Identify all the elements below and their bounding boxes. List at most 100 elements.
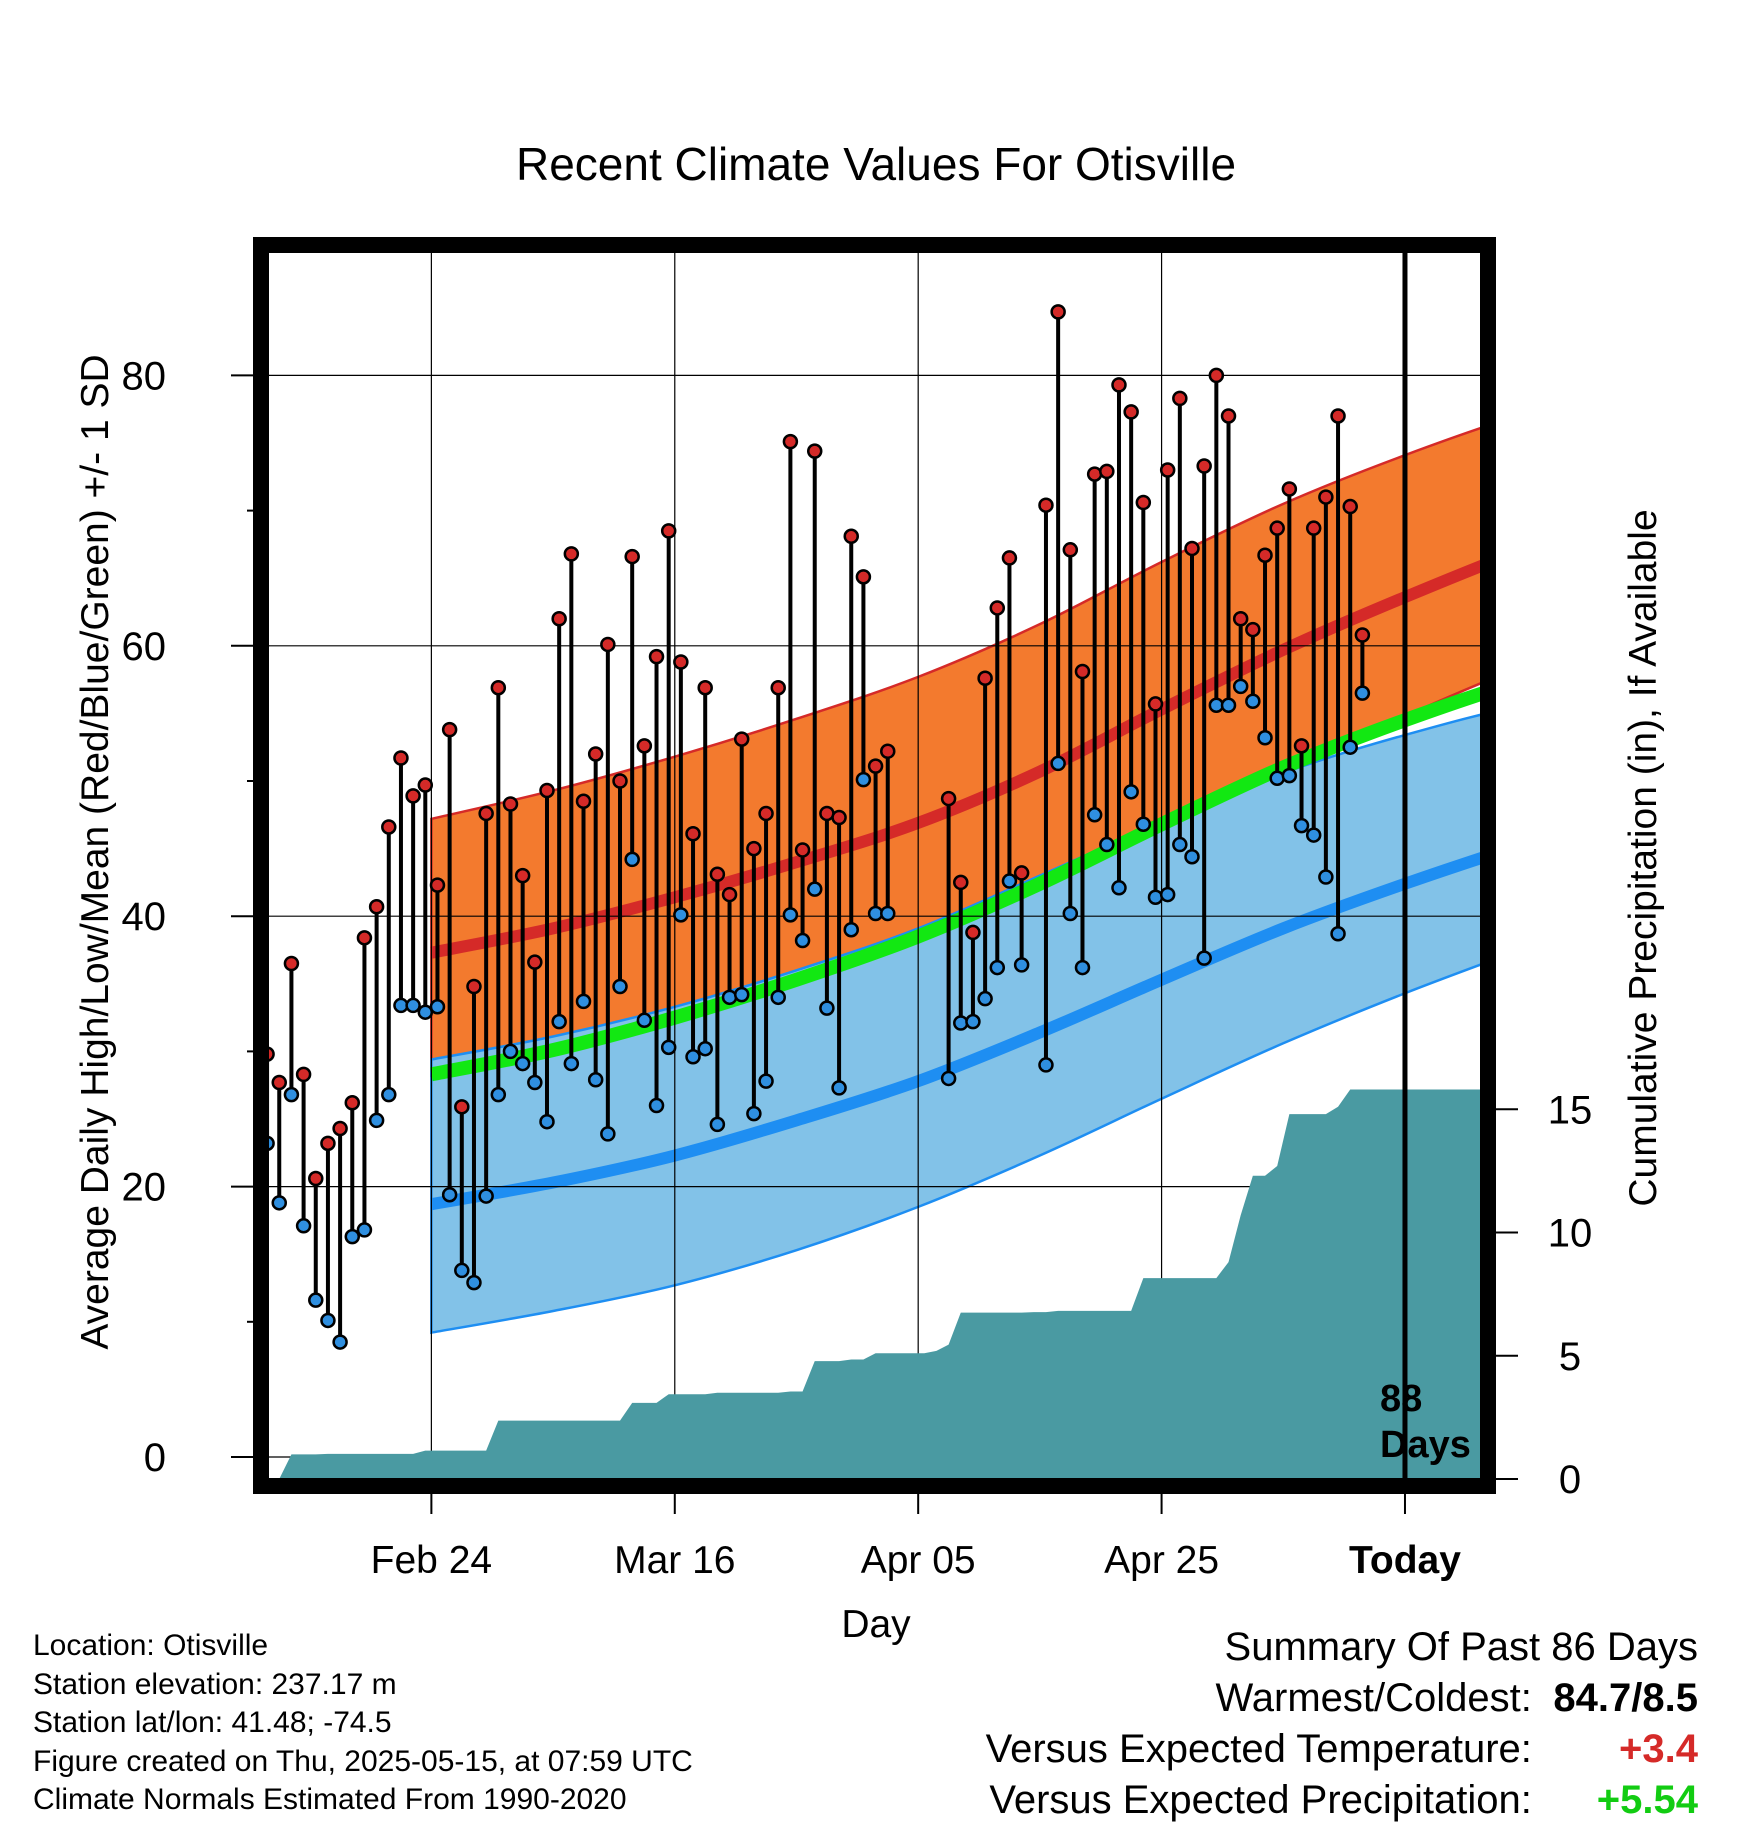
daily-high-point: [624, 548, 640, 565]
daily-high-point: [1208, 367, 1225, 384]
y-tick-label: 60: [122, 625, 167, 669]
y-axis-label: Average Daily High/Low/Mean (Red/Blue/Gr…: [74, 354, 117, 1349]
daily-low-point: [575, 993, 592, 1010]
daily-high-point: [953, 874, 969, 891]
daily-low-point: [1342, 739, 1358, 755]
daily-low-point: [502, 1043, 519, 1060]
x-tick-label: Mar 16: [614, 1539, 735, 1582]
daily-low-point: [283, 1086, 300, 1103]
daily-low-point: [636, 1012, 653, 1029]
daily-high-point: [405, 788, 421, 804]
daily-high-point: [831, 809, 847, 826]
daily-high-point: [612, 773, 628, 789]
daily-low-point: [940, 1070, 957, 1087]
daily-high-point: [636, 738, 653, 754]
daily-low-point: [1281, 767, 1298, 784]
daily-low-point: [1354, 685, 1371, 701]
daily-high-point: [1038, 497, 1054, 513]
daily-low-point: [1293, 817, 1310, 834]
daily-low-point: [624, 851, 640, 868]
mean-normal-line: [430, 684, 1488, 1082]
daily-high-point: [368, 898, 385, 915]
daily-low-point: [527, 1074, 543, 1091]
daily-high-point: [709, 866, 726, 883]
daily-high-point: [381, 819, 397, 835]
daily-high-point: [1245, 621, 1261, 638]
daily-high-point: [539, 782, 555, 799]
daily-high-point: [575, 793, 592, 810]
daily-low-point: [746, 1105, 762, 1122]
daily-high-point: [332, 1120, 348, 1137]
y-tick-label: 0: [144, 1436, 166, 1480]
daily-high-point: [1354, 627, 1371, 643]
daily-high-point: [843, 528, 859, 545]
daily-low-point: [819, 1000, 835, 1016]
daily-high-point: [295, 1066, 312, 1083]
summary-title: Summary Of Past 86 Days: [1224, 1625, 1698, 1669]
daily-low-point: [1220, 697, 1237, 714]
daily-high-point: [1196, 458, 1212, 474]
daily-high-point: [806, 443, 823, 459]
y-tick-label: 40: [122, 895, 167, 939]
daily-high-point: [940, 790, 957, 807]
daily-low-point: [782, 907, 799, 923]
daily-high-point: [563, 546, 580, 562]
daily-high-point: [1220, 408, 1237, 424]
daily-low-point: [344, 1228, 361, 1245]
daily-high-point: [660, 523, 677, 539]
temp-row: Versus Expected Temperature: +3.4: [986, 1724, 1698, 1775]
daily-high-point: [514, 867, 531, 884]
daily-high-point: [502, 796, 519, 812]
daily-high-point: [320, 1135, 336, 1152]
daily-low-point: [381, 1086, 397, 1103]
daily-high-point: [758, 805, 774, 822]
daily-high-point: [880, 743, 896, 760]
daily-high-point: [977, 670, 993, 686]
daily-high-point: [1342, 498, 1358, 515]
daily-low-point: [1305, 827, 1322, 843]
warmest-row: Warmest/Coldest: 84.7/8.5: [986, 1673, 1699, 1724]
daily-low-point: [1330, 926, 1346, 942]
daily-low-point: [1074, 959, 1091, 976]
daily-high-point: [1184, 540, 1200, 557]
daily-high-point: [1135, 494, 1152, 511]
daily-high-point: [1172, 390, 1188, 407]
daily-high-point: [794, 842, 811, 858]
daily-low-point: [1184, 848, 1200, 865]
daily-low-point: [1062, 905, 1079, 922]
station-info: Location: Otisville Station elevation: 2…: [33, 1627, 693, 1820]
daily-low-point: [514, 1055, 531, 1072]
daily-low-point: [1135, 816, 1152, 833]
x-tick-label: Today: [1349, 1539, 1461, 1582]
normals-text: Climate Normals Estimated From 1990-2020: [33, 1783, 627, 1816]
elevation-text: Station elevation: 237.17 m: [33, 1667, 397, 1701]
daily-low-point: [1013, 957, 1030, 973]
daily-high-point: [393, 750, 409, 766]
daily-high-point: [673, 654, 689, 670]
daily-low-point: [697, 1040, 713, 1057]
plot-frame: [253, 237, 1496, 1494]
temp-value: +3.4: [1619, 1727, 1698, 1771]
daily-low-point: [332, 1334, 348, 1350]
daily-high-point: [1147, 696, 1164, 712]
daily-high-point: [344, 1095, 361, 1111]
daily-low-point: [417, 1004, 434, 1020]
y2-tick-label: 15: [1548, 1088, 1593, 1132]
daily-low-point: [709, 1116, 726, 1133]
today-marker-label: 88 Days: [1380, 1378, 1471, 1466]
daily-low-point: [1196, 950, 1212, 966]
daily-low-point: [1038, 1057, 1054, 1073]
daily-high-point: [1001, 550, 1018, 566]
daily-high-point: [271, 1074, 288, 1091]
daily-low-point: [660, 1039, 677, 1056]
daily-low-point: [539, 1113, 555, 1130]
daily-low-point: [563, 1055, 580, 1072]
daily-low-point: [1257, 729, 1273, 746]
daily-low-point: [1001, 873, 1018, 889]
daily-low-point: [441, 1186, 458, 1203]
location-text: Location: Otisville: [33, 1629, 269, 1662]
daily-low-point: [989, 959, 1006, 976]
daily-high-point: [1318, 489, 1334, 505]
daily-low-point: [843, 921, 859, 938]
